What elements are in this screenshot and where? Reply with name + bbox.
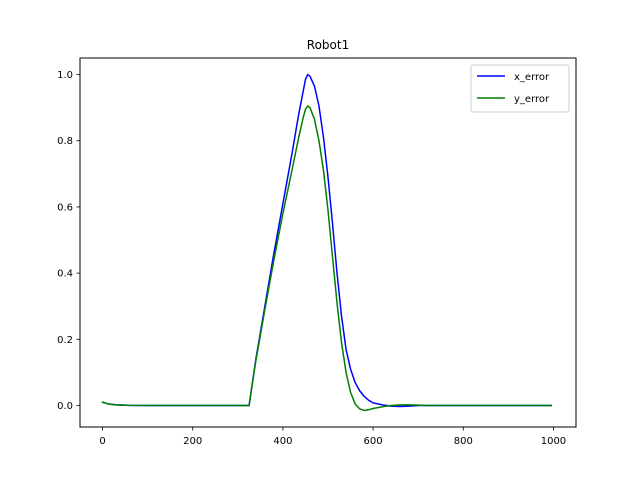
x-tick-label: 1000 <box>541 436 566 447</box>
x-tick-label: 200 <box>183 436 202 447</box>
series-layer <box>101 73 552 412</box>
axes-frame <box>79 57 577 428</box>
x-tick-label: 400 <box>273 436 292 447</box>
x-tick-label: 0 <box>99 436 105 447</box>
x-tick-label: 800 <box>454 436 473 447</box>
chart-title: Robot1 <box>307 38 349 52</box>
legend-label-y-error: y_error <box>514 94 550 105</box>
y-tick-label: 0.6 <box>57 202 73 213</box>
y-axis: 0.0 0.2 0.4 0.6 0.8 1.0 <box>57 70 80 412</box>
y-tick-label: 0.0 <box>57 401 73 412</box>
plot-area <box>79 57 577 428</box>
y-tick-label: 0.4 <box>57 269 73 280</box>
y-tick-label: 1.0 <box>57 70 73 81</box>
x-tick-label: 600 <box>364 436 383 447</box>
legend-label-x-error: x_error <box>514 72 550 83</box>
y-tick-label: 0.2 <box>57 335 73 346</box>
x-axis: 0 200 400 600 800 1000 <box>99 427 566 447</box>
legend: x_error y_error <box>470 64 570 113</box>
series-line-y-error <box>101 105 552 412</box>
y-tick-label: 0.8 <box>57 136 73 147</box>
